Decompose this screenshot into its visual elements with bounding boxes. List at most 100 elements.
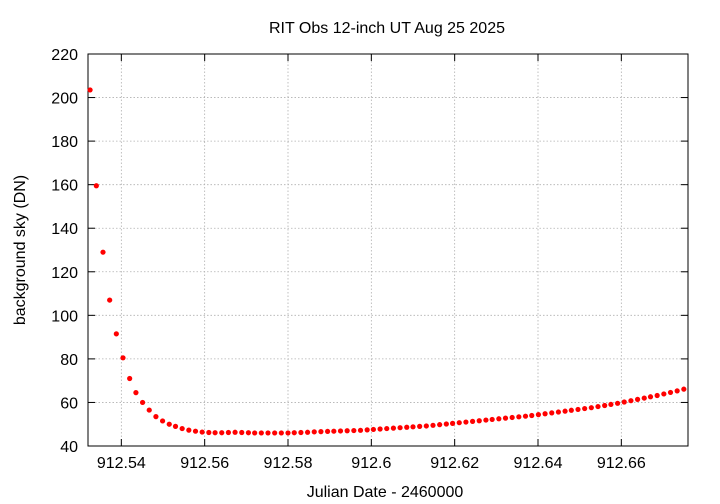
x-tick-label: 912.58 xyxy=(264,455,313,472)
data-point xyxy=(304,429,311,435)
data-point xyxy=(337,428,344,434)
data-point xyxy=(298,429,304,436)
data-point xyxy=(364,427,370,433)
data-point xyxy=(568,407,574,413)
data-point xyxy=(674,388,680,394)
data-point xyxy=(272,430,278,436)
data-point xyxy=(621,399,627,405)
data-point xyxy=(245,430,252,436)
data-point xyxy=(582,405,588,412)
data-point xyxy=(390,425,397,431)
data-point xyxy=(107,297,113,303)
y-tick-label: 40 xyxy=(60,439,78,456)
data-point xyxy=(502,415,509,421)
data-point xyxy=(186,427,192,433)
x-tick-label: 912.64 xyxy=(514,455,563,472)
data-point xyxy=(166,421,172,427)
data-point xyxy=(628,398,634,404)
data-point xyxy=(265,430,271,436)
data-point xyxy=(127,375,133,382)
data-point xyxy=(93,183,99,189)
data-point xyxy=(417,423,423,429)
data-point xyxy=(641,395,647,401)
data-point xyxy=(654,392,660,399)
data-point xyxy=(331,428,337,434)
data-point xyxy=(509,414,515,421)
data-point xyxy=(153,414,159,420)
y-axis-label: background sky (DN) xyxy=(12,175,29,325)
data-point xyxy=(397,425,403,431)
data-point xyxy=(120,355,126,361)
data-point xyxy=(410,424,416,430)
data-point xyxy=(225,429,232,436)
data-point xyxy=(291,430,297,436)
data-point xyxy=(139,399,146,406)
x-tick-label: 912.62 xyxy=(430,455,479,472)
data-point xyxy=(206,429,212,436)
data-point xyxy=(344,428,350,434)
data-point xyxy=(483,417,489,423)
data-point xyxy=(437,422,443,428)
y-tick-label: 60 xyxy=(60,395,78,412)
grid-lines xyxy=(88,54,688,446)
data-point xyxy=(555,409,562,415)
axis-ticks xyxy=(88,53,688,447)
data-point xyxy=(588,405,594,411)
x-tick-label: 912.66 xyxy=(597,455,646,472)
data-point xyxy=(377,426,383,432)
y-tick-label: 220 xyxy=(51,47,78,64)
data-point xyxy=(681,386,687,392)
data-point xyxy=(449,420,456,426)
data-point xyxy=(100,249,106,255)
data-point xyxy=(199,429,205,435)
data-point xyxy=(239,429,245,436)
data-point xyxy=(278,430,284,436)
data-point xyxy=(179,425,185,432)
data-point xyxy=(324,428,331,435)
data-point xyxy=(496,416,502,422)
data-point xyxy=(469,418,476,424)
data-point xyxy=(357,427,364,433)
x-axis-label: Julian Date - 2460000 xyxy=(307,484,464,501)
data-point xyxy=(602,402,608,409)
data-point xyxy=(146,407,152,413)
data-points xyxy=(87,87,687,436)
data-point xyxy=(87,87,93,93)
data-point xyxy=(549,410,555,416)
data-point xyxy=(212,430,218,436)
y-tick-label: 120 xyxy=(51,265,78,282)
data-point xyxy=(647,394,654,400)
data-point xyxy=(476,418,482,424)
data-point xyxy=(430,422,436,428)
x-tick-label: 912.56 xyxy=(180,455,229,472)
data-point xyxy=(113,331,119,337)
chart-title: RIT Obs 12-inch UT Aug 25 2025 xyxy=(269,20,505,37)
data-point xyxy=(667,389,674,396)
data-point xyxy=(634,396,641,402)
data-point xyxy=(423,423,429,429)
data-point xyxy=(443,421,449,427)
data-point xyxy=(542,411,548,417)
y-tick-label: 160 xyxy=(51,178,78,195)
data-point xyxy=(614,400,621,406)
data-point xyxy=(285,430,291,436)
data-point xyxy=(522,413,529,419)
x-tick-label: 912.6 xyxy=(351,455,391,472)
data-point xyxy=(404,424,410,430)
y-tick-label: 80 xyxy=(60,352,78,369)
data-point xyxy=(219,430,225,436)
data-point xyxy=(661,391,667,397)
data-point xyxy=(192,428,199,434)
data-point xyxy=(370,426,377,433)
data-point xyxy=(159,418,166,424)
y-tick-label: 100 xyxy=(51,308,78,325)
data-point xyxy=(595,403,601,410)
y-tick-label: 140 xyxy=(51,221,78,238)
data-point xyxy=(172,423,179,429)
data-point xyxy=(384,425,390,432)
data-point xyxy=(489,416,495,423)
data-point xyxy=(562,408,568,414)
data-point xyxy=(608,401,614,408)
